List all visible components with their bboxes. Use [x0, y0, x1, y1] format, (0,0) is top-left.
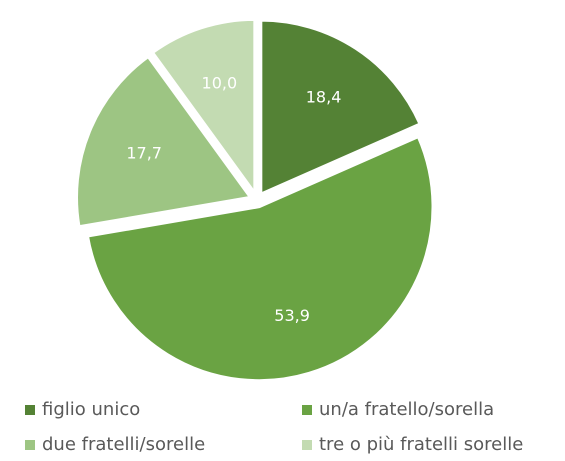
legend-label: due fratelli/sorelle [42, 434, 205, 455]
legend-swatch [25, 405, 35, 415]
pie-slice [259, 18, 423, 197]
legend-swatch [25, 440, 35, 450]
legend-label: un/a fratello/sorella [319, 399, 494, 420]
legend-swatch [302, 405, 312, 415]
pie-slice [85, 134, 435, 383]
legend-label: figlio unico [42, 399, 140, 420]
data-label: 17,7 [126, 144, 162, 163]
pie-slice [150, 17, 257, 198]
data-label: 18,4 [306, 87, 342, 106]
data-label: 10,0 [202, 74, 238, 93]
legend-label: tre o più fratelli sorelle [319, 434, 523, 455]
data-label: 53,9 [274, 306, 310, 325]
legend-swatch [302, 440, 312, 450]
pie-slice [75, 54, 254, 229]
